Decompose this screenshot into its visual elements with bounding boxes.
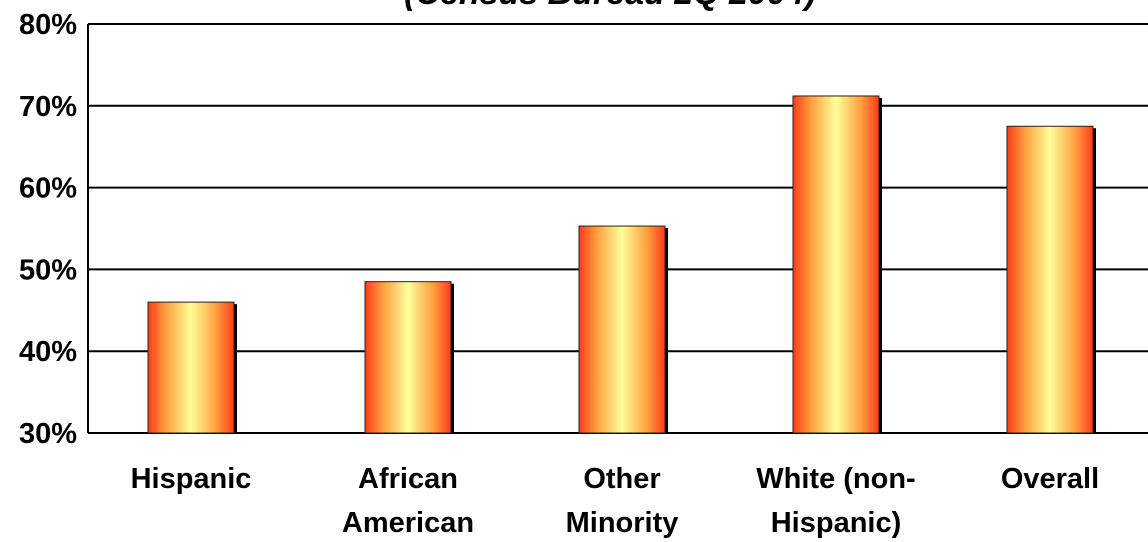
bar	[1006, 125, 1096, 434]
x-category-label: Minority	[566, 507, 679, 539]
bar-rect	[792, 95, 880, 434]
y-tick-label: 30%	[19, 418, 77, 450]
x-category-label: Overall	[1001, 463, 1099, 495]
bar-rect	[147, 301, 235, 434]
bar	[147, 301, 237, 434]
x-category-label: Hispanic)	[771, 507, 902, 539]
x-category-label: American	[342, 507, 474, 539]
y-tick-label: 70%	[19, 91, 77, 123]
bar-rect	[364, 281, 452, 434]
y-tick-labels: 30% 40% 50% 60% 70% 80%	[19, 9, 77, 450]
x-category-label: Hispanic	[131, 463, 252, 495]
bars	[147, 95, 1096, 434]
x-category-label: Other	[583, 463, 660, 495]
x-category-label: White (non-	[756, 463, 915, 495]
y-tick-label: 40%	[19, 336, 77, 368]
chart-title: (Census Bureau 2Q 2004)	[404, 0, 816, 12]
y-tick-label: 80%	[19, 9, 77, 41]
bar-rect	[578, 225, 666, 434]
y-tick-label: 60%	[19, 173, 77, 205]
y-tick-label: 50%	[19, 254, 77, 286]
bar	[578, 225, 668, 434]
bar	[792, 95, 882, 434]
bar	[364, 281, 454, 434]
x-category-label: African	[358, 463, 458, 495]
x-category-labels: Hispanic African American Other Minority Whit…	[131, 463, 1100, 539]
bar-rect	[1006, 125, 1094, 434]
